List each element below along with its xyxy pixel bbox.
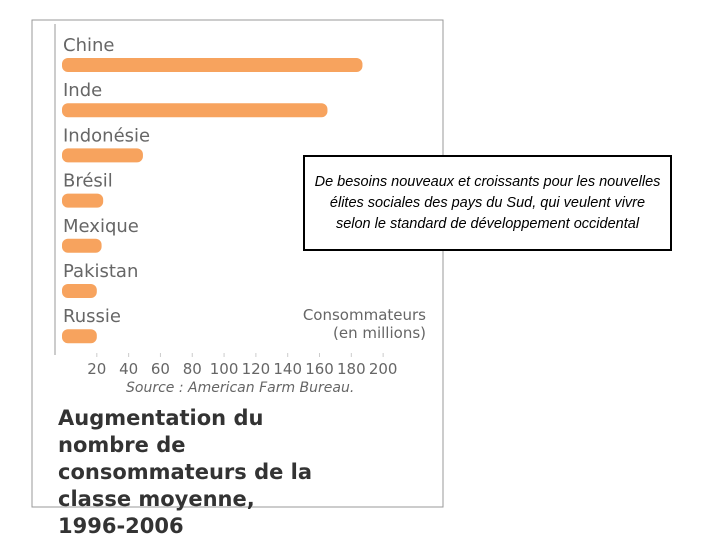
callout-text: De besoins nouveaux et croissants pour l… bbox=[314, 173, 661, 232]
x-axis-label: Consommateurs bbox=[303, 306, 426, 324]
x-tick-label: 40 bbox=[119, 360, 138, 378]
bar bbox=[62, 284, 97, 298]
category-label: Indonésie bbox=[63, 125, 150, 146]
title-line: 1996-2006 bbox=[58, 514, 184, 538]
x-tick-label: 180 bbox=[337, 360, 366, 378]
category-label: Chine bbox=[63, 35, 114, 56]
bar bbox=[62, 238, 102, 253]
category-label: Brésil bbox=[63, 171, 113, 192]
category-label: Russie bbox=[63, 306, 121, 327]
title-line: nombre de bbox=[58, 433, 185, 457]
title-line: Augmentation du bbox=[58, 406, 263, 430]
title-line: consommateurs de la bbox=[58, 460, 312, 484]
x-tick-label: 100 bbox=[210, 360, 239, 378]
x-tick-label: 140 bbox=[273, 360, 302, 378]
bar bbox=[62, 103, 328, 118]
bar bbox=[62, 58, 363, 72]
category-label: Mexique bbox=[63, 216, 139, 237]
callout: De besoins nouveaux et croissants pour l… bbox=[303, 155, 672, 251]
category-label: Pakistan bbox=[63, 261, 138, 282]
bar bbox=[62, 193, 104, 208]
x-tick-label: 200 bbox=[369, 360, 398, 378]
chart-title: Augmentation du nombre de consommateurs de… bbox=[58, 406, 312, 538]
x-tick-label: 20 bbox=[87, 360, 106, 378]
bar bbox=[62, 148, 143, 163]
x-axis-label: (en millions) bbox=[333, 324, 426, 342]
x-tick-label: 120 bbox=[242, 360, 271, 378]
x-tick-label: 60 bbox=[151, 360, 170, 378]
category-label: Inde bbox=[63, 80, 102, 101]
x-tick-label: 80 bbox=[183, 360, 202, 378]
source: Source : American Farm Bureau. bbox=[126, 380, 354, 396]
title-line: classe moyenne, bbox=[58, 487, 255, 511]
x-tick-label: 160 bbox=[305, 360, 334, 378]
bar bbox=[62, 329, 97, 344]
frame bbox=[31, 19, 444, 508]
